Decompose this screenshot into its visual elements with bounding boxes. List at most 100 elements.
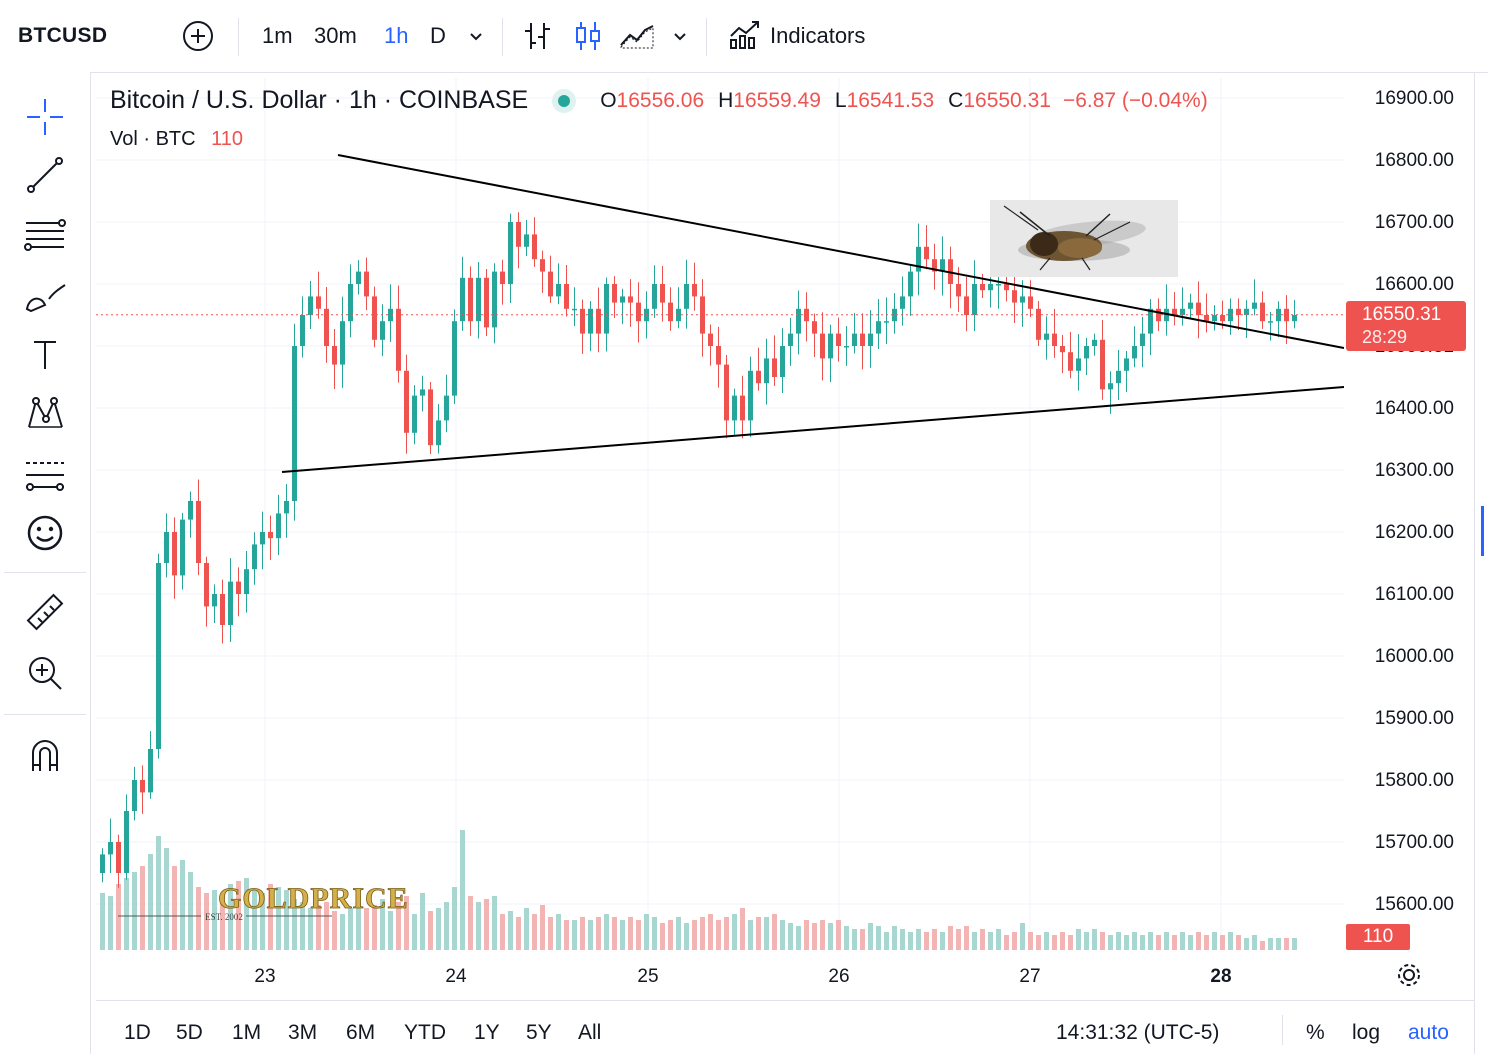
candle-body	[628, 296, 633, 303]
volume-bar	[220, 896, 225, 950]
high-key: H	[718, 88, 734, 112]
fib-retracement-icon[interactable]	[20, 210, 70, 260]
volume-bar	[188, 872, 193, 950]
volume-bar	[156, 836, 161, 950]
magnet-icon[interactable]	[20, 730, 70, 780]
smiley-icon[interactable]	[20, 508, 70, 558]
text-tool-icon[interactable]	[20, 330, 70, 380]
upper-trendline[interactable]	[337, 154, 1344, 349]
lower-trendline[interactable]	[281, 386, 1344, 473]
range-1m-button[interactable]: 1M	[232, 1021, 262, 1044]
timeframe-30m-button[interactable]: 30m	[314, 23, 357, 48]
candle-body	[796, 308, 801, 334]
zoom-in-icon[interactable]	[20, 648, 70, 698]
volume-bar	[204, 893, 209, 950]
time-axis[interactable]: 23 24 25 26 27 28	[96, 958, 1344, 998]
range-ytd-button[interactable]: YTD	[404, 1021, 446, 1044]
range-all-button[interactable]: All	[578, 1021, 602, 1044]
candle-body	[316, 296, 321, 309]
percent-scale-button[interactable]: %	[1306, 1021, 1325, 1044]
volume-label[interactable]: Vol · BTC	[110, 128, 196, 150]
timeframe-d-button[interactable]: D	[430, 23, 446, 48]
gear-icon[interactable]	[1394, 960, 1424, 995]
candle-body	[1276, 308, 1281, 322]
candle-body	[1228, 308, 1233, 322]
volume-bar	[580, 917, 585, 950]
volume-bar	[1116, 932, 1121, 950]
candle-body	[772, 358, 777, 377]
price-chart[interactable]: GOLDPRICE EST. 2002	[96, 78, 1344, 950]
candle-body	[260, 532, 265, 545]
volume-bar	[956, 929, 961, 950]
candle-body	[1260, 302, 1265, 322]
candle-body	[716, 346, 721, 365]
volume-bar	[332, 911, 337, 950]
bar-chart-style-icon[interactable]	[522, 0, 554, 72]
volume-bar	[1236, 935, 1241, 950]
candle-body	[1116, 370, 1121, 384]
volume-bar	[1124, 935, 1129, 950]
indicators-button[interactable]: Indicators	[728, 0, 865, 72]
volume-bar	[244, 878, 249, 950]
goldprice-watermark: GOLDPRICE EST. 2002	[118, 882, 408, 922]
volume-bar	[1036, 935, 1041, 950]
scroll-indicator[interactable]	[1481, 506, 1484, 556]
brush-icon[interactable]	[20, 272, 70, 322]
ruler-icon[interactable]	[20, 588, 70, 638]
range-5y-button[interactable]: 5Y	[526, 1021, 552, 1044]
range-1d-button[interactable]: 1D	[124, 1021, 151, 1044]
range-6m-button[interactable]: 6M	[346, 1021, 376, 1044]
candle-body	[972, 284, 977, 315]
price-tick: 16900.00	[1374, 88, 1454, 109]
candle-body	[1012, 290, 1017, 303]
price-tick: 16800.00	[1374, 150, 1454, 171]
volume-bar	[716, 920, 721, 950]
forecast-tool-icon[interactable]	[20, 450, 70, 500]
chevron-down-icon[interactable]	[466, 0, 486, 72]
chart-title[interactable]: Bitcoin / U.S. Dollar · 1h · COINBASE	[110, 86, 529, 114]
range-3m-button[interactable]: 3M	[288, 1021, 318, 1044]
candle-body	[1076, 358, 1081, 371]
toolbar-divider	[502, 18, 503, 56]
volume-bar	[380, 899, 385, 950]
candles-chart-style-icon[interactable]	[572, 0, 604, 72]
volume-bar	[1020, 923, 1025, 950]
candle-body	[636, 302, 641, 322]
area-chart-icon[interactable]	[618, 0, 656, 72]
candle-body	[780, 346, 785, 377]
symbol-search-button[interactable]: BTCUSD	[18, 24, 108, 47]
plus-circle-icon[interactable]	[182, 0, 214, 72]
candle-body	[444, 395, 449, 421]
candle-body	[524, 234, 529, 247]
timeframe-1m-button[interactable]: 1m	[262, 23, 293, 48]
chart-pane[interactable]: GOLDPRICE EST. 2002	[96, 78, 1344, 950]
crosshair-icon[interactable]	[20, 92, 70, 142]
clock-timezone-button[interactable]: 14:31:32 (UTC-5)	[1056, 1021, 1220, 1044]
chevron-down-icon[interactable]	[670, 0, 690, 72]
volume-bar	[628, 917, 633, 950]
candle-body	[596, 308, 601, 334]
candle-body	[1036, 308, 1041, 340]
candle-body	[1188, 302, 1193, 309]
candle-body	[572, 308, 577, 311]
auto-scale-button[interactable]: auto	[1408, 1021, 1449, 1044]
volume-bar	[1268, 938, 1273, 950]
log-scale-button[interactable]: log	[1352, 1021, 1381, 1044]
range-1y-button[interactable]: 1Y	[474, 1021, 500, 1044]
volume-bar	[828, 923, 833, 950]
pattern-tool-icon[interactable]	[20, 388, 70, 438]
candle-body	[1156, 308, 1161, 322]
price-axis[interactable]: 16900.00 16800.00 16700.00 16600.00 1655…	[1344, 72, 1474, 962]
candle-body	[1292, 315, 1297, 322]
price-tick: 16700.00	[1374, 212, 1454, 233]
range-5d-button[interactable]: 5D	[176, 1021, 203, 1044]
volume-bar	[452, 887, 457, 950]
candle-body	[284, 501, 289, 514]
trend-line-icon[interactable]	[20, 150, 70, 200]
volume-bar	[556, 914, 561, 950]
frame-divider	[1474, 72, 1475, 1054]
volume-bar	[1252, 935, 1257, 950]
candle-body	[788, 333, 793, 346]
timeframe-1h-button[interactable]: 1h	[384, 23, 409, 48]
price-tick: 16400.00	[1374, 398, 1454, 419]
